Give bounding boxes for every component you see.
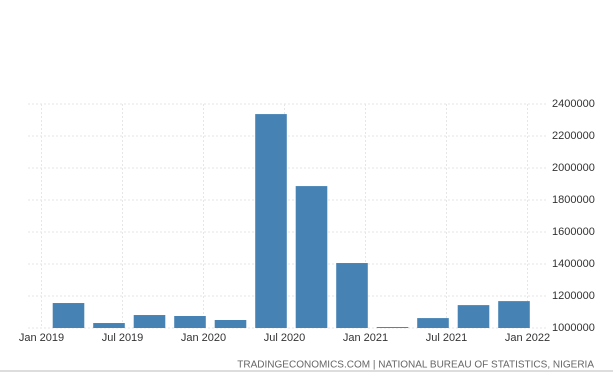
source: TRADINGECONOMICS.COM | NATIONAL BUREAU O… (237, 360, 594, 371)
x-tick-label: Jan 2021 (343, 332, 388, 344)
bar (498, 301, 530, 328)
y-tick-label: 1200000 (552, 290, 595, 302)
x-tick-label: Jul 2021 (426, 332, 468, 344)
bar (52, 303, 85, 328)
bar (214, 320, 247, 328)
y-tick-label: 2400000 (552, 98, 595, 110)
bar (255, 114, 287, 328)
bar (174, 316, 206, 328)
x-tick-label: Jan 2020 (181, 332, 226, 344)
x-tick-label: Jul 2019 (102, 332, 144, 344)
y-tick-label: 1400000 (552, 258, 595, 270)
bar (376, 327, 409, 328)
y-tick-label: 1600000 (552, 226, 595, 238)
bar (457, 305, 490, 328)
bar (417, 318, 449, 328)
x-tick-label: Jan 2019 (19, 332, 64, 344)
bar (336, 263, 368, 328)
x-tick-label: Jul 2020 (264, 332, 306, 344)
bar (93, 323, 125, 328)
x-tick-label: Jan 2022 (505, 332, 550, 344)
bar (295, 186, 328, 328)
bar (133, 315, 166, 328)
y-tick-label: 2000000 (552, 162, 595, 174)
y-tick-label: 2200000 (552, 130, 595, 142)
y-tick-label: 1800000 (552, 194, 595, 206)
y-tick-label: 1000000 (552, 322, 595, 334)
